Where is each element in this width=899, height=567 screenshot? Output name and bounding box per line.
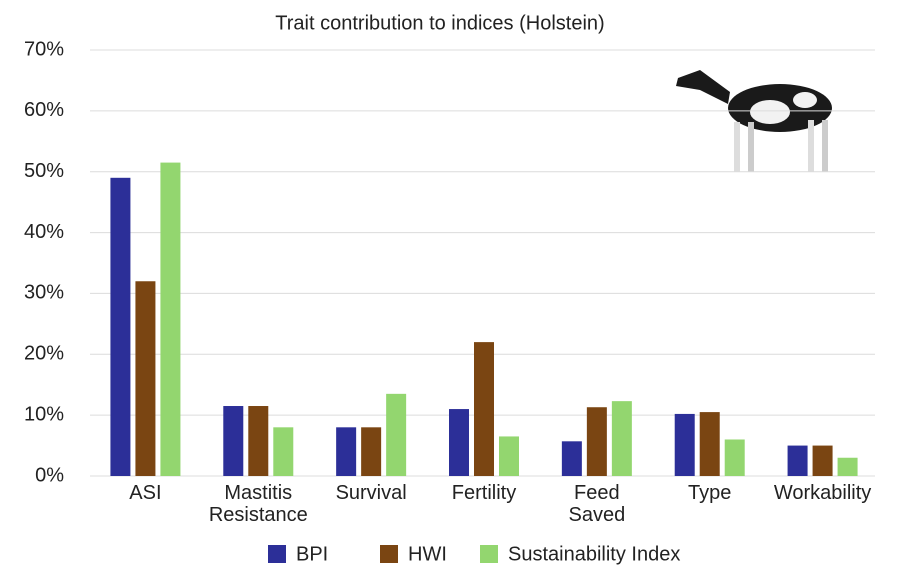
bar <box>499 436 519 476</box>
bar <box>587 407 607 476</box>
bar <box>336 427 356 476</box>
bar <box>838 458 858 476</box>
y-tick-label: 60% <box>24 99 64 121</box>
bar <box>110 178 130 476</box>
legend-label: Sustainability Index <box>508 543 680 565</box>
legend-swatch <box>480 545 498 563</box>
bar <box>386 394 406 476</box>
y-tick-label: 40% <box>24 221 64 243</box>
chart-title: Trait contribution to indices (Holstein) <box>275 12 604 34</box>
legend: BPI HWI Sustainability Index <box>268 543 680 565</box>
cow-illustration <box>676 70 832 172</box>
bar <box>361 427 381 476</box>
y-tick-label: 30% <box>24 282 64 304</box>
bar <box>160 163 180 476</box>
bar <box>725 439 745 476</box>
bar <box>474 342 494 476</box>
y-tick-label: 20% <box>24 343 64 365</box>
y-tick-label: 70% <box>24 38 64 60</box>
bar <box>675 414 695 476</box>
bar <box>135 281 155 476</box>
bar <box>700 412 720 476</box>
page: Trait contribution to indices (Holstein)… <box>0 0 899 567</box>
legend-swatch <box>380 545 398 563</box>
bar <box>273 427 293 476</box>
bar <box>813 446 833 476</box>
legend-label: HWI <box>408 543 447 565</box>
y-tick-label: 50% <box>24 160 64 182</box>
legend-label: BPI <box>296 543 328 565</box>
y-tick-label: 10% <box>24 403 64 425</box>
bar <box>449 409 469 476</box>
bar <box>788 446 808 476</box>
bar <box>562 441 582 476</box>
legend-swatch <box>268 545 286 563</box>
bar <box>223 406 243 476</box>
y-tick-label: 0% <box>35 464 64 486</box>
x-tick-label: Workability <box>753 482 893 504</box>
bar <box>612 401 632 476</box>
bar <box>248 406 268 476</box>
